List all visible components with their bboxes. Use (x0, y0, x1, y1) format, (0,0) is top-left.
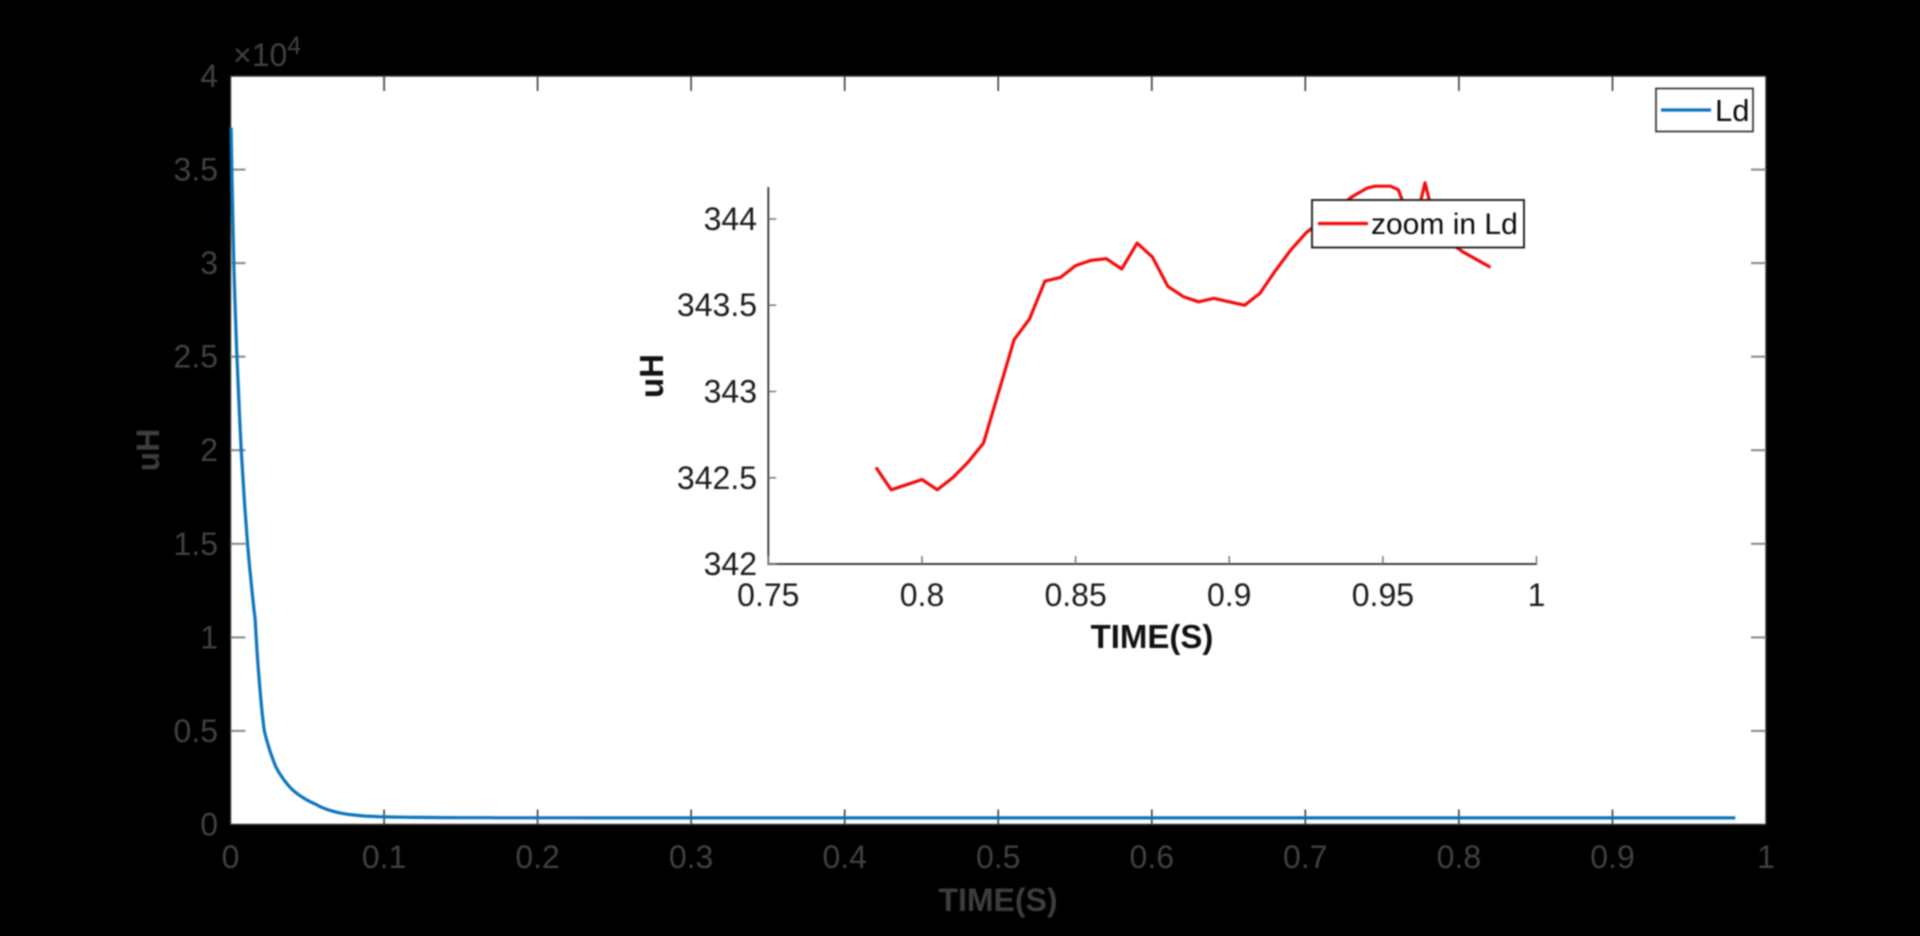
svg-text:1: 1 (1757, 839, 1775, 875)
svg-text:343.5: 343.5 (677, 287, 757, 323)
svg-text:TIME(S): TIME(S) (1091, 618, 1214, 655)
svg-text:uH: uH (633, 354, 670, 398)
svg-text:3: 3 (200, 245, 218, 281)
svg-text:0: 0 (222, 839, 240, 875)
svg-text:0.5: 0.5 (174, 713, 218, 749)
svg-text:0.4: 0.4 (822, 839, 866, 875)
svg-text:342: 342 (704, 546, 757, 582)
svg-text:0.7: 0.7 (1283, 839, 1327, 875)
svg-text:0.1: 0.1 (362, 839, 406, 875)
svg-text:1: 1 (200, 619, 218, 655)
svg-text:0.6: 0.6 (1130, 839, 1174, 875)
svg-text:0.8: 0.8 (900, 577, 944, 613)
svg-text:Ld: Ld (1715, 93, 1749, 128)
svg-text:2: 2 (200, 432, 218, 468)
svg-text:0.9: 0.9 (1590, 839, 1634, 875)
svg-text:0.5: 0.5 (976, 839, 1020, 875)
svg-text:zoom in Ld: zoom in Ld (1371, 208, 1518, 241)
svg-text:0: 0 (200, 807, 218, 843)
svg-text:TIME(S): TIME(S) (938, 882, 1057, 918)
svg-text:0.8: 0.8 (1437, 839, 1481, 875)
svg-text:1: 1 (1528, 577, 1546, 613)
svg-text:344: 344 (704, 201, 757, 237)
svg-text:uH: uH (130, 429, 166, 472)
svg-text:1.5: 1.5 (174, 526, 218, 562)
svg-text:2.5: 2.5 (174, 339, 218, 375)
svg-text:0.95: 0.95 (1352, 577, 1414, 613)
svg-text:0.9: 0.9 (1207, 577, 1251, 613)
svg-text:3.5: 3.5 (174, 152, 218, 188)
svg-text:342.5: 342.5 (677, 460, 757, 496)
svg-text:4: 4 (200, 58, 218, 94)
svg-text:0.85: 0.85 (1044, 577, 1106, 613)
svg-text:0.75: 0.75 (737, 577, 799, 613)
svg-text:0.2: 0.2 (515, 839, 559, 875)
svg-text:0.3: 0.3 (669, 839, 713, 875)
svg-text:343: 343 (704, 374, 757, 410)
